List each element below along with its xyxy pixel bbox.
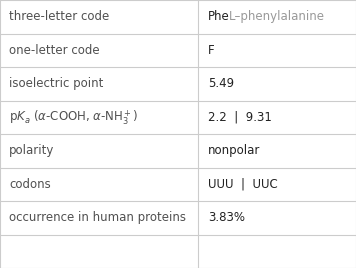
Text: three-letter code: three-letter code bbox=[9, 10, 109, 23]
Text: L–phenylalanine: L–phenylalanine bbox=[229, 10, 325, 23]
Text: UUU  |  UUC: UUU | UUC bbox=[208, 178, 278, 191]
Text: 2.2  |  9.31: 2.2 | 9.31 bbox=[208, 111, 272, 124]
Text: 5.49: 5.49 bbox=[208, 77, 234, 90]
Text: p$K_a$ ($\alpha$-COOH, $\alpha$-NH$_3^+$): p$K_a$ ($\alpha$-COOH, $\alpha$-NH$_3^+$… bbox=[9, 108, 138, 127]
Text: isoelectric point: isoelectric point bbox=[9, 77, 103, 90]
Text: polarity: polarity bbox=[9, 144, 54, 157]
Text: Phe: Phe bbox=[208, 10, 230, 23]
Text: F: F bbox=[208, 44, 215, 57]
Text: one-letter code: one-letter code bbox=[9, 44, 100, 57]
Text: 3.83%: 3.83% bbox=[208, 211, 245, 224]
Text: occurrence in human proteins: occurrence in human proteins bbox=[9, 211, 186, 224]
Text: codons: codons bbox=[9, 178, 51, 191]
Text: nonpolar: nonpolar bbox=[208, 144, 261, 157]
